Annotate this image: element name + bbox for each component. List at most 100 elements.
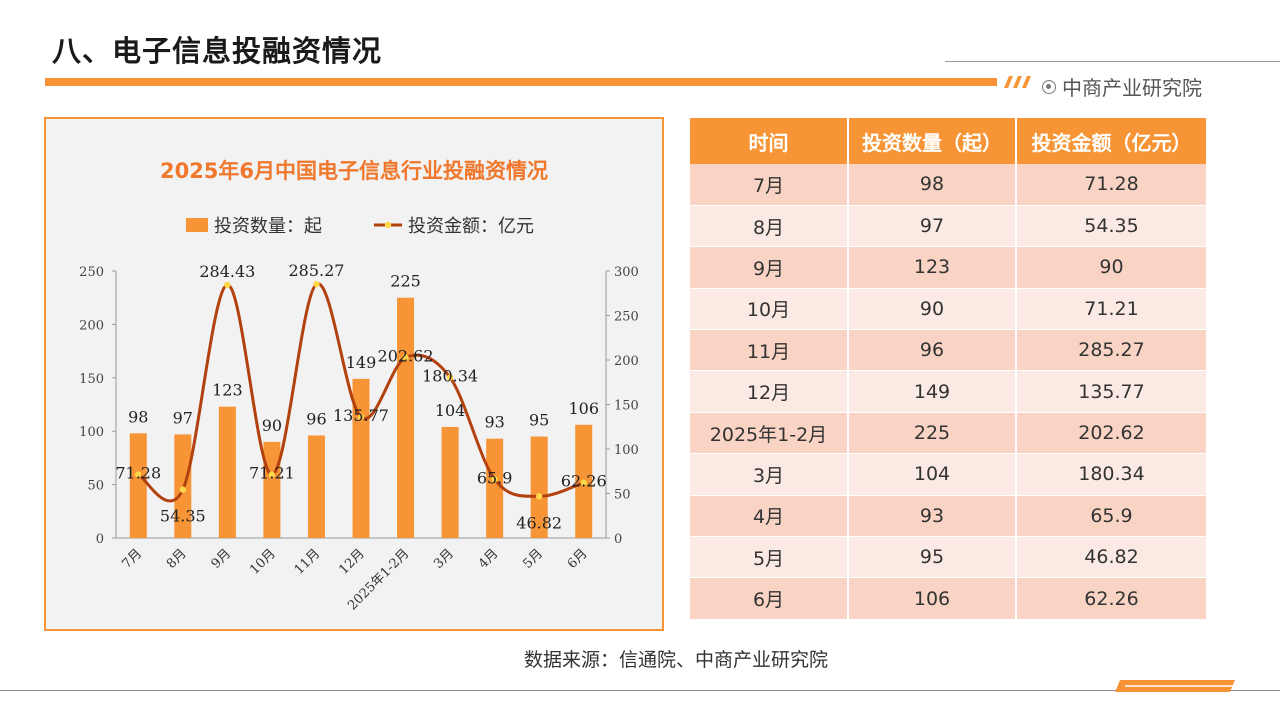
chart-title: 2025年6月中国电子信息行业投融资情况 bbox=[159, 159, 549, 183]
y-right-tick-label: 100 bbox=[614, 443, 639, 458]
legend-bar-swatch bbox=[186, 218, 208, 232]
bar-value-label: 93 bbox=[484, 413, 504, 432]
x-tick-label: 4月 bbox=[476, 546, 502, 572]
x-tick-label: 11月 bbox=[292, 546, 323, 577]
table-header-row: 时间 投资数量（起） 投资金额（亿元） bbox=[690, 118, 1206, 164]
line-value-label: 202.62 bbox=[378, 347, 434, 366]
cell-count: 95 bbox=[848, 536, 1017, 579]
line-value-label: 62.26 bbox=[561, 472, 607, 491]
bar bbox=[218, 406, 236, 538]
bar-value-label: 90 bbox=[262, 416, 282, 435]
table-row: 6月 106 62.26 bbox=[690, 577, 1206, 620]
x-tick-label: 3月 bbox=[431, 546, 457, 572]
bar-value-label: 225 bbox=[390, 272, 421, 291]
y-left-tick-label: 200 bbox=[79, 318, 104, 333]
line-value-label: 54.35 bbox=[160, 507, 206, 526]
bar-value-label: 98 bbox=[128, 407, 148, 426]
line-point bbox=[135, 471, 142, 478]
bar-value-label: 96 bbox=[306, 409, 326, 428]
x-tick-label: 6月 bbox=[565, 546, 591, 572]
line-point bbox=[179, 486, 187, 493]
y-left-tick-label: 50 bbox=[87, 479, 104, 494]
cell-amount: 71.28 bbox=[1016, 164, 1206, 206]
line-point bbox=[313, 280, 320, 288]
line-value-label: 180.34 bbox=[422, 366, 478, 385]
cell-amount: 180.34 bbox=[1016, 453, 1206, 496]
x-tick-label: 8月 bbox=[164, 546, 190, 572]
y-right-tick-label: 300 bbox=[614, 265, 639, 280]
line-value-label: 71.21 bbox=[249, 464, 295, 483]
table-row: 12月 149 135.77 bbox=[690, 370, 1206, 413]
table-row: 3月 104 180.34 bbox=[690, 453, 1206, 496]
line-point bbox=[580, 479, 587, 486]
line-value-label: 284.43 bbox=[199, 262, 255, 281]
brand-name: 中商产业研究院 bbox=[1062, 76, 1202, 100]
source-note: 数据来源：信通院、中商产业研究院 bbox=[523, 649, 828, 671]
line-point bbox=[224, 281, 231, 289]
cell-time: 4月 bbox=[690, 495, 849, 538]
x-tick-label: 9月 bbox=[209, 546, 235, 572]
bar bbox=[397, 297, 415, 538]
footer-stripe-decoration bbox=[1115, 680, 1235, 692]
line-point bbox=[268, 471, 276, 478]
bar-value-label: 123 bbox=[212, 381, 243, 400]
x-tick-label: 12月 bbox=[336, 546, 367, 577]
y-left-tick-label: 100 bbox=[79, 425, 104, 440]
line-point bbox=[491, 476, 498, 483]
combo-chart: 0 50 100 150 200 250 0 50 100 150 200 250 300 98 97 123… bbox=[79, 216, 639, 613]
table-row: 2025年1-2月 225 202.62 bbox=[690, 412, 1206, 455]
bar-value-label: 97 bbox=[173, 408, 193, 427]
cell-time: 12月 bbox=[690, 370, 849, 413]
x-tick-label: 10月 bbox=[247, 546, 278, 577]
table-header-time: 时间 bbox=[690, 118, 849, 164]
cell-count: 104 bbox=[848, 453, 1017, 496]
line-value-label: 46.82 bbox=[516, 513, 562, 532]
y-right-tick-label: 200 bbox=[614, 354, 639, 369]
line-value-label: 65.9 bbox=[477, 468, 513, 487]
bar bbox=[263, 441, 281, 538]
table-row: 5月 95 46.82 bbox=[690, 536, 1206, 579]
cell-time: 11月 bbox=[690, 329, 849, 372]
y-right-tick-label: 250 bbox=[614, 310, 639, 325]
cell-amount: 90 bbox=[1016, 246, 1206, 289]
footer-divider bbox=[0, 690, 1280, 691]
line-point bbox=[357, 413, 365, 421]
cell-count: 123 bbox=[848, 246, 1017, 289]
bar-value-label: 95 bbox=[529, 411, 549, 430]
line-point bbox=[446, 374, 454, 381]
bar-value-label: 149 bbox=[346, 353, 377, 372]
cell-time: 2025年1-2月 bbox=[690, 412, 849, 455]
line-point bbox=[402, 354, 409, 361]
y-right-tick-label: 150 bbox=[614, 399, 639, 414]
cell-time: 5月 bbox=[690, 536, 849, 579]
bar-value-label: 104 bbox=[435, 401, 466, 420]
line-value-label: 285.27 bbox=[288, 261, 344, 280]
bar bbox=[486, 438, 504, 538]
page-title: 八、电子信息投融资情况 bbox=[52, 34, 383, 68]
data-table: 时间 投资数量（起） 投资金额（亿元） 7月 98 71.28 8月 97 54.35 9月… bbox=[690, 118, 1206, 620]
table-row: 8月 97 54.35 bbox=[690, 205, 1206, 248]
cell-time: 3月 bbox=[690, 453, 849, 496]
amount-line bbox=[137, 282, 585, 503]
cell-count: 97 bbox=[848, 205, 1017, 248]
y-left-tick-label: 150 bbox=[79, 372, 104, 387]
table-header-amount: 投资金额（亿元） bbox=[1016, 118, 1206, 164]
cell-count: 93 bbox=[848, 495, 1017, 538]
legend-line-label: 投资金额：亿元 bbox=[408, 216, 534, 237]
cell-amount: 71.21 bbox=[1016, 288, 1206, 331]
brand-logo: 中商产业研究院 bbox=[1042, 72, 1202, 101]
cell-amount: 54.35 bbox=[1016, 205, 1206, 248]
bar-value-label: 106 bbox=[568, 399, 599, 418]
cell-time: 8月 bbox=[690, 205, 849, 248]
cell-amount: 202.62 bbox=[1016, 412, 1206, 455]
bar bbox=[530, 436, 548, 538]
x-tick-label: 7月 bbox=[119, 546, 145, 572]
cell-count: 90 bbox=[848, 288, 1017, 331]
cell-count: 149 bbox=[848, 370, 1017, 413]
header-divider bbox=[945, 61, 1280, 62]
cell-time: 7月 bbox=[690, 164, 849, 206]
bar bbox=[129, 433, 147, 538]
y-right-tick-label: 50 bbox=[614, 488, 631, 503]
target-circle-icon bbox=[1042, 79, 1056, 94]
bar bbox=[307, 435, 325, 538]
